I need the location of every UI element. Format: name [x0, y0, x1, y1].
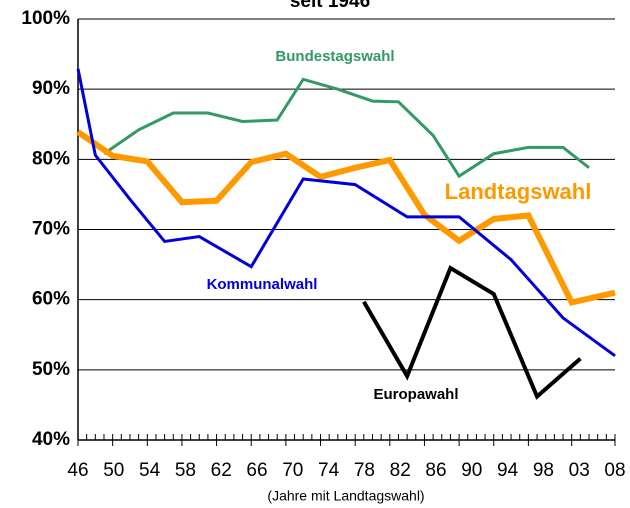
x-tick-label: 90	[461, 460, 482, 481]
x-tick-label: 03	[569, 460, 590, 481]
series-label: Europawahl	[373, 386, 458, 403]
x-axis-label: (Jahre mit Landtagswahl)	[267, 488, 424, 504]
series-line	[103, 77, 590, 179]
x-tick-label: 70	[282, 460, 303, 481]
x-tick-label: 98	[533, 460, 554, 481]
series-label: Kommunalwahl	[207, 276, 318, 293]
y-tick-label: 70%	[32, 219, 70, 240]
y-tick-label: 90%	[32, 78, 70, 99]
x-tick-label: 74	[318, 460, 340, 481]
x-tick-label: 62	[211, 460, 232, 481]
x-tick-label: 50	[103, 460, 124, 481]
y-tick-label: 80%	[32, 148, 70, 169]
y-tick-label: 100%	[21, 8, 70, 29]
series-label: Landtagswahl	[445, 179, 592, 204]
x-tick-label: 54	[139, 460, 161, 481]
x-tick-label: 86	[425, 460, 446, 481]
y-tick-label: 50%	[32, 359, 70, 380]
x-tick-label: 08	[604, 460, 625, 481]
series-line	[76, 68, 616, 358]
series-line	[76, 129, 616, 306]
series-line	[362, 265, 582, 400]
x-tick-label: 82	[390, 460, 411, 481]
chart-title: seit 1946	[290, 0, 370, 12]
series-label: Bundestagswahl	[275, 48, 394, 65]
x-tick-label: 66	[246, 460, 267, 481]
x-tick-label: 78	[354, 460, 375, 481]
x-tick-label: 94	[497, 460, 519, 481]
x-tick-label: 58	[175, 460, 196, 481]
x-tick-label: 46	[67, 460, 88, 481]
y-tick-label: 60%	[32, 289, 70, 310]
y-tick-label: 40%	[32, 429, 70, 450]
